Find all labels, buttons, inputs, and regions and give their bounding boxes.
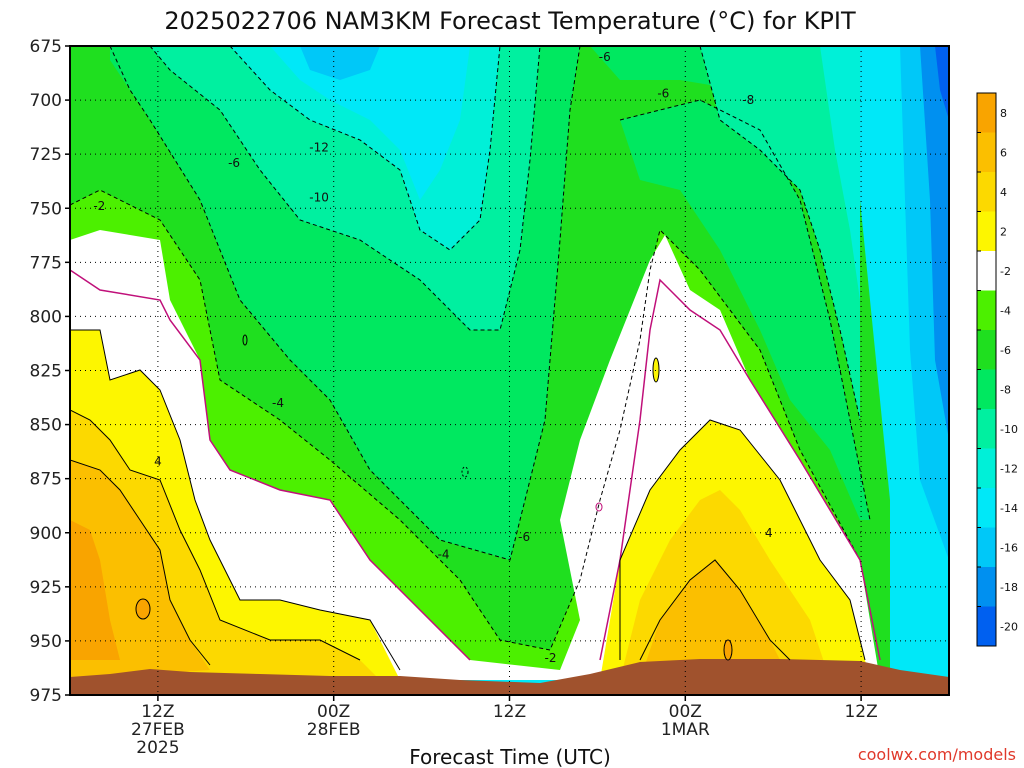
x-tick-label: 00Z xyxy=(669,702,702,722)
colorbar-swatch xyxy=(977,488,996,528)
colorbar-swatch xyxy=(977,251,996,291)
colorbar-label: -10 xyxy=(1000,423,1018,436)
colorbar-swatch xyxy=(977,172,996,212)
y-tick-label: 875 xyxy=(30,470,62,490)
colorbar-swatch xyxy=(977,330,996,370)
y-tick-label: 900 xyxy=(30,524,62,544)
contour-label: -4 xyxy=(438,547,450,561)
y-tick-label: 775 xyxy=(30,253,62,273)
y-tick-label: 675 xyxy=(30,37,62,57)
chart-title: 2025022706 NAM3KM Forecast Temperature (… xyxy=(164,7,856,35)
colorbar-label: -6 xyxy=(1000,344,1011,357)
colorbar-label: 8 xyxy=(1000,107,1007,120)
y-tick-label: 725 xyxy=(30,145,62,165)
credit-text: coolwx.com/models xyxy=(858,745,1016,764)
colorbar-label: -20 xyxy=(1000,620,1018,633)
y-tick-label: 800 xyxy=(30,307,62,327)
colorbar-swatch xyxy=(977,369,996,410)
x-tick-label: 00Z xyxy=(317,702,350,722)
y-tick-label: 975 xyxy=(30,686,62,706)
x-axis-title: Forecast Time (UTC) xyxy=(409,745,611,768)
colorbar-label: -2 xyxy=(1000,265,1011,278)
contour-label: -4 xyxy=(272,396,284,410)
contour-label: -12 xyxy=(309,141,329,155)
colorbar: 8 6 4 2 -2 -4 -6 -8 -10 -12 -14 -16 -18 -20 xyxy=(976,92,1018,647)
y-axis: 675 700 725 750 775 800 825 850 875 900 925 950 975 xyxy=(30,37,70,706)
y-tick-label: 700 xyxy=(30,91,62,111)
colorbar-label: 4 xyxy=(1000,186,1007,199)
contour-label: -6 xyxy=(599,50,611,64)
x-tick-label: 12Z xyxy=(844,702,877,722)
y-tick-label: 750 xyxy=(30,199,62,219)
contour-label: -6 xyxy=(657,87,669,101)
y-tick-label: 925 xyxy=(30,578,62,598)
x-tick-date: 1MAR xyxy=(661,720,710,740)
contour-label: -6 xyxy=(518,530,530,544)
colorbar-label: 2 xyxy=(1000,225,1007,238)
contour-label: -6 xyxy=(228,156,240,170)
colorbar-label: -18 xyxy=(1000,581,1018,594)
colorbar-swatch xyxy=(977,211,996,252)
contour-label: 4 xyxy=(765,526,773,540)
y-tick-label: 950 xyxy=(30,632,62,652)
colorbar-swatch xyxy=(977,93,996,133)
x-tick-label: 12Z xyxy=(141,702,174,722)
x-tick-date: 28FEB xyxy=(307,720,361,740)
contour-label: -10 xyxy=(309,190,329,204)
contour-label: -2 xyxy=(545,651,557,665)
colorbar-label: 6 xyxy=(1000,146,1007,159)
colorbar-swatch xyxy=(977,132,996,173)
colorbar-swatch xyxy=(977,606,996,647)
colorbar-label: -16 xyxy=(1000,541,1018,554)
colorbar-swatch xyxy=(977,409,996,449)
terrain xyxy=(70,659,949,695)
contour-label: -8 xyxy=(742,93,754,107)
colorbar-swatch xyxy=(977,567,996,607)
colorbar-label: -8 xyxy=(1000,383,1011,396)
contour-labels: -6 -6 -8 -6 -12 -10 -2 -4 4 -6 -4 4 -2 xyxy=(93,50,772,665)
colorbar-label: -14 xyxy=(1000,502,1018,515)
y-tick-label: 825 xyxy=(30,362,62,382)
contour-label: -2 xyxy=(93,199,105,213)
x-tick-year: 2025 xyxy=(136,738,179,758)
colorbar-swatch xyxy=(977,290,996,331)
x-tick-date: 27FEB xyxy=(131,720,185,740)
x-gridlines xyxy=(157,46,862,695)
x-tick-label: 12Z xyxy=(493,702,526,722)
colorbar-swatch xyxy=(977,527,996,568)
colorbar-label: -12 xyxy=(1000,462,1018,475)
colorbar-swatch xyxy=(977,448,996,489)
contour-label: 4 xyxy=(154,454,162,468)
y-tick-label: 850 xyxy=(30,416,62,436)
colorbar-label: -4 xyxy=(1000,304,1011,317)
